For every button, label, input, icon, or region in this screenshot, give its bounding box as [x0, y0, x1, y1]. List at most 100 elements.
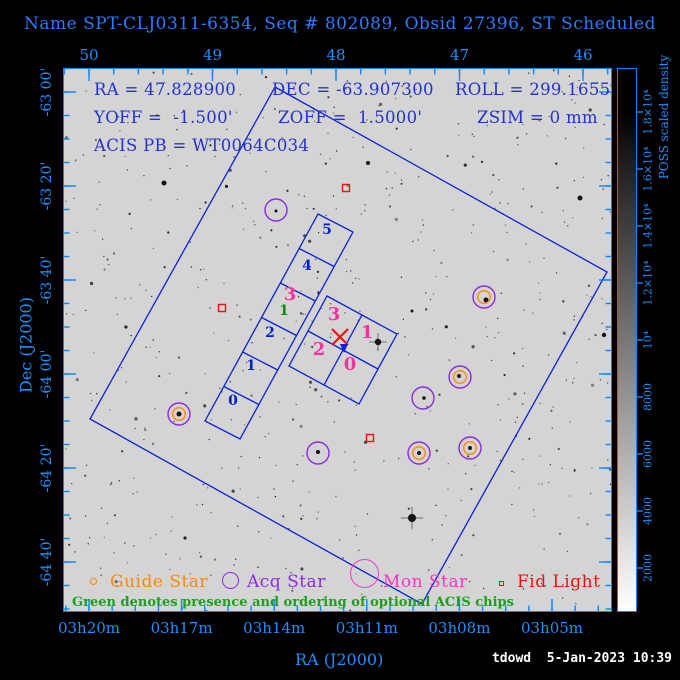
chip-label: 0 — [228, 393, 238, 409]
star-speckle — [204, 373, 206, 375]
acq-star-circle — [306, 441, 330, 465]
star-speckle — [156, 114, 159, 117]
star-speckle — [385, 80, 388, 83]
star-speckle — [218, 143, 221, 145]
star-speckle — [116, 585, 118, 587]
star-speckle — [525, 243, 527, 245]
star-speckle — [571, 217, 574, 219]
colorbar-tick-label: 8000 — [641, 383, 655, 411]
star-speckle — [232, 205, 234, 207]
star-speckle — [522, 588, 525, 590]
star-speckle — [186, 165, 188, 167]
star-speckle — [130, 297, 132, 300]
star-speckle — [254, 224, 256, 226]
star-speckle — [273, 488, 275, 490]
star-speckle — [513, 392, 517, 396]
star-speckle — [285, 567, 287, 570]
star-speckle — [555, 162, 558, 165]
star-speckle — [491, 191, 493, 193]
ra-degree-tick-label: 47 — [449, 46, 470, 64]
ra-axis-title: RA (J2000) — [295, 650, 384, 669]
star-speckle — [338, 399, 341, 402]
star-speckle — [155, 356, 157, 359]
star-speckle — [472, 224, 474, 226]
star-speckle — [90, 392, 92, 395]
star-speckle — [308, 239, 312, 243]
star-speckle — [578, 80, 580, 82]
star-speckle — [110, 482, 113, 484]
star-speckle — [167, 231, 170, 234]
star-speckle — [433, 249, 435, 252]
star-speckle — [68, 543, 71, 546]
guide-star-circle — [412, 446, 427, 461]
star-speckle — [435, 449, 438, 452]
star-speckle — [163, 266, 166, 269]
ra-degree-tick-label: 49 — [202, 46, 223, 64]
star-speckle — [330, 333, 332, 335]
star-speckle — [397, 332, 399, 335]
star-speckle — [547, 481, 550, 484]
star-speckle — [350, 397, 353, 399]
star-speckle — [446, 275, 448, 278]
star-speckle — [561, 467, 563, 469]
star-speckle — [316, 277, 318, 279]
star-speckle — [339, 539, 341, 541]
star-speckle — [404, 336, 406, 338]
star-speckle — [469, 580, 471, 583]
star-speckle — [496, 450, 498, 453]
star-speckle — [103, 154, 106, 158]
star-speckle — [569, 421, 571, 423]
guide-star-circle — [463, 441, 478, 456]
star-speckle — [503, 373, 506, 377]
star-speckle — [386, 171, 388, 173]
star-speckle — [169, 568, 171, 571]
star-speckle — [590, 383, 595, 387]
star-speckle — [499, 419, 502, 421]
star-speckle — [115, 297, 117, 299]
star-speckle — [299, 424, 303, 428]
ra-hms-tick-label: 03h14m — [243, 619, 306, 637]
star-speckle — [199, 207, 201, 210]
pointing-info-text: ACIS PB = WT0064C034 — [94, 136, 310, 155]
star-speckle — [249, 318, 252, 321]
chip-label: 2 — [313, 339, 326, 360]
star-speckle — [549, 464, 551, 466]
star-speckle — [95, 110, 97, 113]
star-speckle — [370, 92, 372, 95]
star-speckle — [118, 116, 120, 118]
star-speckle — [360, 213, 362, 215]
star-speckle — [189, 241, 191, 243]
star-speckle — [362, 146, 364, 148]
star-speckle — [128, 212, 131, 215]
star-speckle — [587, 284, 591, 287]
star-speckle — [601, 217, 604, 220]
star-speckle — [84, 474, 87, 477]
fov-outline — [89, 86, 608, 605]
ra-hms-tick-label: 03h11m — [335, 619, 398, 637]
star-speckle — [327, 132, 329, 134]
star — [161, 180, 167, 186]
star-speckle — [500, 292, 503, 294]
star-speckle — [463, 163, 467, 167]
star-speckle — [204, 201, 207, 204]
star-speckle — [607, 459, 609, 461]
star-speckle — [299, 312, 303, 315]
star-speckle — [364, 209, 366, 212]
star-speckle — [345, 270, 348, 273]
star-speckle — [103, 536, 106, 539]
star-speckle — [317, 511, 319, 513]
star-speckle — [227, 339, 230, 342]
star-speckle — [562, 300, 565, 303]
star-speckle — [516, 416, 518, 419]
pointing-info-text: ZSIM = 0 mm — [477, 108, 598, 127]
star-speckle — [240, 455, 242, 458]
star-speckle — [555, 272, 558, 274]
star-speckle — [572, 382, 574, 384]
star-speckle — [88, 537, 91, 539]
star-speckle — [335, 495, 337, 498]
star-speckle — [91, 399, 93, 402]
star-speckle — [152, 442, 155, 445]
star-speckle — [567, 225, 569, 227]
star-speckle — [185, 391, 188, 394]
